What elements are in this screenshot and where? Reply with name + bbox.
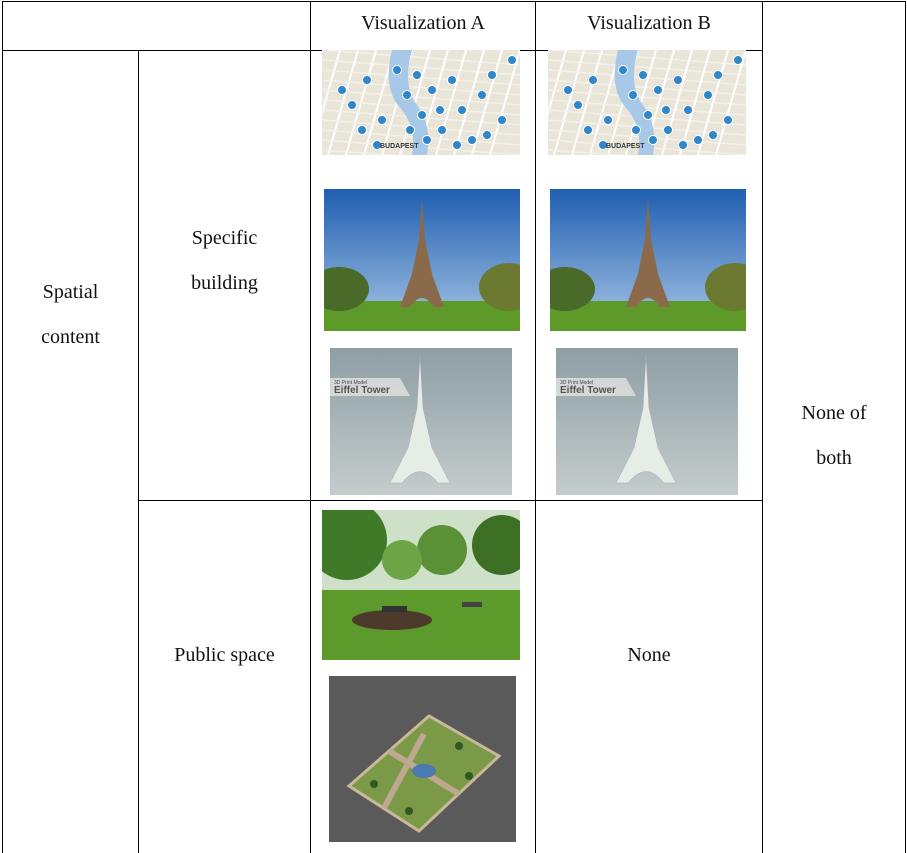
row-group-cell: Spatial content bbox=[2, 50, 139, 853]
header-text: Visualization A bbox=[361, 12, 485, 34]
image bbox=[324, 189, 520, 331]
image-text: 3D Print Model bbox=[560, 380, 593, 386]
row-label-cell: Public space bbox=[138, 500, 311, 853]
image-text: BUDAPEST bbox=[606, 143, 645, 150]
image: 3D Print Model Eiffel Tower bbox=[556, 348, 738, 495]
header-cell: Visualization B bbox=[535, 1, 763, 51]
cell-text: Spatial content bbox=[41, 281, 100, 348]
cell-text: None of both bbox=[801, 402, 867, 469]
image-text: BUDAPEST bbox=[380, 143, 419, 150]
cell-text: Public space bbox=[174, 643, 275, 666]
header-empty-cell bbox=[2, 1, 311, 51]
image: 3D Print Model Eiffel Tower bbox=[330, 348, 512, 495]
image bbox=[322, 510, 520, 660]
image-text: Eiffel Tower bbox=[334, 385, 390, 396]
image: BUDAPEST bbox=[322, 50, 520, 155]
cell-text: Specific building bbox=[191, 226, 258, 294]
header-text: Visualization B bbox=[587, 12, 711, 34]
last-column-cell: None of both bbox=[762, 1, 906, 853]
image bbox=[329, 676, 516, 842]
image: BUDAPEST bbox=[548, 50, 746, 155]
text-cell: None bbox=[535, 500, 763, 853]
image-text: 3D Print Model bbox=[334, 380, 367, 386]
cell-text: None bbox=[627, 643, 671, 666]
header-cell: Visualization A bbox=[310, 1, 536, 51]
image-text: Eiffel Tower bbox=[560, 385, 616, 396]
row-label-cell: Specific building bbox=[138, 50, 311, 501]
image bbox=[550, 189, 746, 331]
